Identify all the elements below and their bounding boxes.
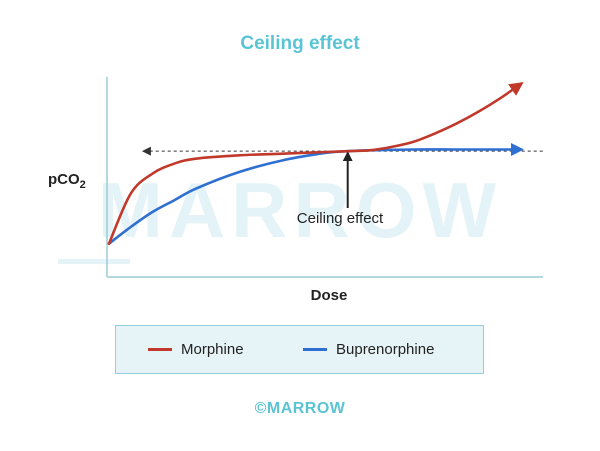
- y-axis-label-subscript: 2: [80, 179, 86, 191]
- plot-area: [107, 82, 543, 245]
- chart-title: Ceiling effect: [240, 33, 360, 54]
- series-line-buprenorphine: [107, 143, 524, 245]
- legend-label-morphine: Morphine: [181, 341, 244, 358]
- legend-swatch-buprenorphine: [303, 348, 327, 351]
- ceiling-effect-annotation: Ceiling effect: [297, 210, 384, 227]
- y-axis-label-main: pCO: [48, 171, 80, 188]
- watermark-underline: [58, 259, 130, 264]
- legend-swatch-morphine: [148, 348, 172, 351]
- legend: Morphine Buprenorphine: [115, 325, 484, 374]
- legend-item-buprenorphine: Buprenorphine: [303, 341, 434, 358]
- x-axis-label: Dose: [311, 287, 348, 304]
- legend-label-buprenorphine: Buprenorphine: [336, 341, 435, 358]
- copyright-credit: ©MARROW: [254, 400, 346, 417]
- y-axis-label: pCO2: [48, 171, 86, 191]
- watermark-text: MARROW: [98, 166, 502, 254]
- legend-item-morphine: Morphine: [148, 341, 244, 358]
